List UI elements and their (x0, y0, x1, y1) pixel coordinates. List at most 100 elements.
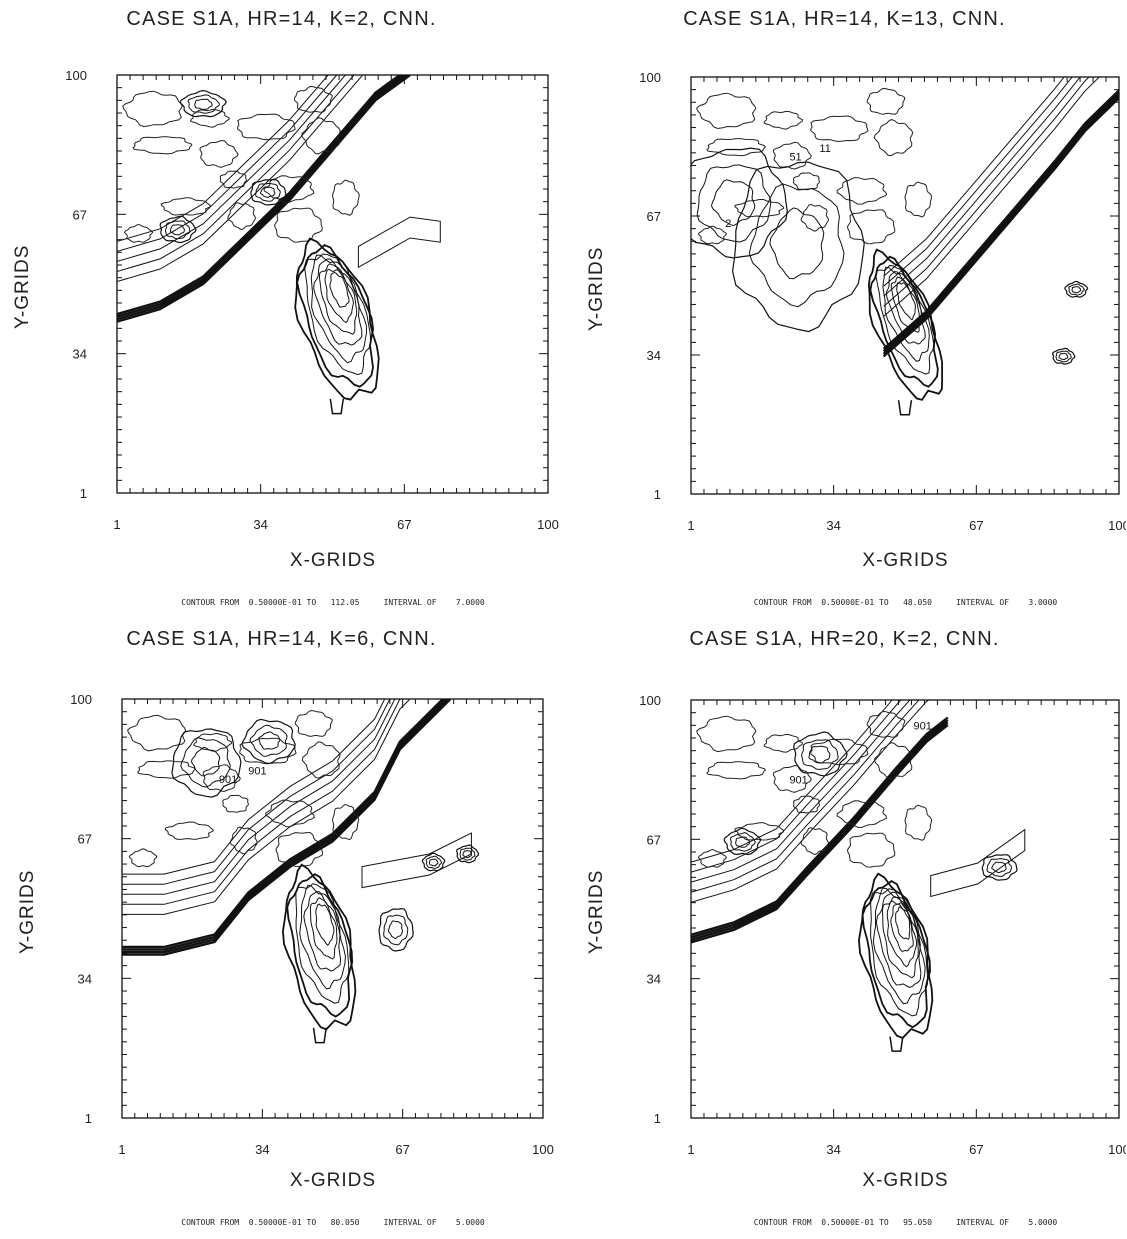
contour-ring (792, 172, 821, 191)
contour-ring (697, 848, 728, 868)
contour-lines: 901 901 (691, 700, 1026, 1052)
contour-ring (1068, 283, 1085, 296)
coastline-contour (691, 700, 911, 883)
contour-range-footer: CONTOUR FROM 0.50000E-01 TO 95.050 INTER… (753, 1218, 1058, 1227)
contour-panel-3: CASE S1A, HR=14, K=6, CNN. 901 901 1 34 67 100… (0, 620, 563, 1239)
contour-ring (873, 742, 914, 780)
x-axis-label: X-GRIDS (289, 1170, 377, 1191)
contour-ring (734, 199, 785, 218)
contour-ring (846, 209, 896, 245)
contour-ring (873, 119, 914, 157)
contour-ring (194, 98, 213, 110)
contour-ring (255, 182, 281, 202)
contour-ring (763, 110, 804, 130)
island-ring (875, 891, 922, 988)
island-ring (867, 248, 944, 401)
contour-ring (171, 728, 242, 798)
contour-ring (772, 141, 812, 170)
island-ring (896, 281, 916, 321)
x-axis-label: X-GRIDS (862, 1170, 949, 1191)
island-contours (294, 237, 380, 401)
contour-ring (981, 854, 1018, 881)
island-ring (282, 863, 357, 1031)
contour-ring (294, 710, 333, 737)
island-ring (294, 237, 380, 401)
contour-ring (986, 858, 1013, 877)
contour-ring (127, 714, 187, 752)
contour-ring (249, 724, 288, 757)
contour-ring (383, 914, 409, 946)
contour-plot: 2 11 51 1 34 67 100 1 34 67 100 (639, 70, 1126, 533)
island-ring (886, 900, 918, 968)
y-axis-label: Y-GRIDS (586, 246, 607, 331)
contour-value-label: 901 (789, 775, 807, 787)
x-tick-label: 67 (397, 517, 411, 532)
island-ring (296, 244, 374, 388)
contour-ring (229, 826, 258, 855)
contour-ring (456, 844, 480, 864)
coastline-contour (883, 77, 1081, 297)
contour-ring (123, 223, 154, 243)
contour-ring (1055, 350, 1072, 363)
y-axis-label: Y-GRIDS (586, 869, 607, 954)
island-ring (315, 903, 335, 946)
contour-ring (904, 804, 933, 841)
contour-plot: 901 901 1 34 67 100 1 34 67 100 (70, 692, 554, 1157)
contour-ring (810, 738, 869, 766)
island-ring (875, 264, 935, 375)
contour-ring (1071, 286, 1082, 294)
contour-ring (293, 85, 333, 113)
y-tick-label: 34 (647, 972, 661, 987)
contour-ring (696, 92, 757, 130)
coastline-contour (117, 75, 409, 321)
contour-ring (1064, 280, 1089, 298)
coastline-contour (883, 77, 1065, 277)
coastline-contour (883, 77, 1101, 317)
island-tip (897, 400, 913, 416)
contour-ring (836, 800, 888, 829)
plot-frame (690, 699, 1120, 1119)
contour-ring (734, 822, 785, 841)
island-ring (329, 271, 350, 308)
y-tick-label: 67 (78, 832, 92, 847)
contour-ring (137, 760, 196, 779)
contour-ring (160, 197, 211, 216)
x-tick-label: 100 (537, 517, 559, 532)
coastline-contour (117, 75, 347, 262)
coastline-contour (691, 700, 893, 863)
island-ring (882, 266, 930, 362)
contour-ring (772, 764, 812, 793)
contour-ring (180, 737, 231, 788)
contour-ring (1058, 352, 1069, 361)
contour-ring (132, 136, 193, 155)
contour-ring (263, 175, 315, 204)
coastline-contour (122, 699, 396, 895)
contour-ring (199, 139, 239, 168)
x-tick-label: 34 (253, 517, 267, 532)
island-ring (881, 895, 919, 979)
contour-panel-4: CASE S1A, HR=20, K=2, CNN. 901 901 1 34 67 100… (563, 620, 1126, 1239)
panel-title: CASE S1A, HR=14, K=13, CNN. (683, 8, 1006, 30)
contour-ring (800, 827, 830, 856)
contour-ring (274, 207, 323, 243)
x-tick-label: 34 (255, 1142, 269, 1157)
contour-ring (800, 203, 830, 232)
coastline-contour (117, 75, 329, 242)
island-ring (286, 873, 354, 1018)
y-tick-label: 1 (85, 1111, 92, 1126)
coastline-contour (882, 89, 1119, 350)
coastline-contour (117, 75, 402, 316)
contour-plot: 901 901 1 34 67 100 1 34 67 100 (639, 693, 1126, 1157)
panel-title: CASE S1A, HR=14, K=6, CNN. (126, 628, 437, 650)
contour-value-label: 2 (725, 218, 731, 230)
y-axis-label: Y-GRIDS (17, 869, 38, 954)
contour-ring (696, 164, 772, 243)
contour-ring (301, 117, 341, 155)
x-tick-label: 100 (1108, 1142, 1126, 1157)
x-axis-label: X-GRIDS (289, 550, 377, 571)
contour-ring (428, 858, 439, 867)
contour-value-label: 901 (914, 720, 932, 732)
y-tick-label: 1 (654, 487, 661, 502)
coastline-contour (691, 716, 949, 937)
contour-ring (697, 225, 728, 245)
